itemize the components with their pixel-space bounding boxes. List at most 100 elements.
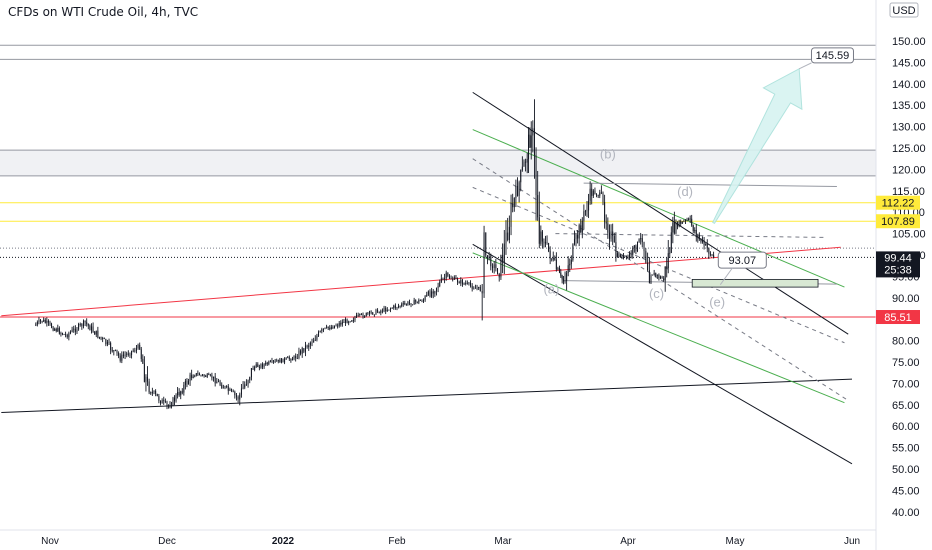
candle-body: [137, 344, 139, 349]
candle-body: [608, 232, 610, 239]
candle-body: [364, 316, 366, 318]
candle-body: [170, 405, 172, 407]
last-price-badge: [876, 251, 920, 278]
candle-body: [678, 221, 680, 227]
candle-body: [346, 319, 348, 324]
candle-body: [474, 287, 476, 289]
candle-body: [705, 244, 707, 246]
candle-body: [652, 274, 654, 276]
candle-body: [578, 225, 580, 239]
candle-body: [432, 291, 434, 294]
candle-body: [548, 242, 550, 251]
candle-body: [412, 304, 414, 306]
candle-body: [222, 387, 224, 389]
candle-body: [195, 373, 197, 376]
candle-body: [659, 276, 661, 279]
candle-body: [658, 274, 660, 279]
candle-body: [124, 354, 126, 356]
candle-body: [258, 366, 260, 368]
price-tick-label: 115.00: [892, 186, 925, 198]
candle-body: [150, 392, 152, 394]
candle-body: [573, 238, 575, 245]
time-tick-label: Apr: [620, 536, 636, 547]
candle-body: [597, 195, 599, 196]
candle-body: [533, 128, 535, 156]
candle-body: [84, 320, 86, 323]
price-series: [35, 99, 715, 410]
candle-body: [332, 326, 334, 329]
candle-body: [448, 275, 450, 279]
candle-body: [388, 309, 390, 311]
candle-body: [640, 238, 642, 240]
candle-body: [543, 241, 545, 244]
candle-body: [418, 300, 420, 303]
candle-body: [224, 386, 226, 388]
candle-body: [675, 222, 677, 234]
candle-body: [337, 325, 339, 327]
candle-body: [562, 279, 564, 282]
candle-body: [476, 287, 478, 289]
candle-body: [300, 350, 302, 354]
candle-body: [163, 400, 165, 401]
candle-body: [309, 342, 311, 346]
candle-body: [102, 338, 104, 339]
candle-body: [268, 361, 270, 365]
candle-body: [273, 360, 275, 362]
candle-body: [311, 342, 313, 344]
candle-body: [127, 353, 129, 355]
support-badge: [876, 310, 920, 325]
candle-body: [444, 278, 446, 279]
candle-body: [577, 234, 579, 239]
candle-body: [377, 309, 379, 312]
candle-body: [216, 381, 218, 384]
candle-body: [205, 376, 207, 377]
currency-box[interactable]: [889, 2, 919, 18]
candle-body: [365, 312, 367, 317]
candle-body: [677, 222, 679, 227]
candle-body: [538, 217, 540, 244]
price-tick-label: 50.00: [892, 464, 920, 476]
candle-body: [111, 349, 113, 352]
candle-body: [47, 320, 49, 323]
candle-body: [240, 388, 242, 395]
pullback-callout[interactable]: 93.07: [717, 251, 767, 285]
price-tick-label: 140.00: [892, 79, 926, 91]
candle-body: [629, 253, 631, 259]
candle-body: [329, 328, 331, 330]
candle-body: [148, 381, 150, 393]
candle-body: [63, 334, 65, 335]
candle-body: [635, 245, 637, 251]
candle-body: [564, 280, 566, 282]
level-badge-mid-text: 107.89: [881, 216, 915, 228]
candle-body: [313, 340, 315, 343]
target-callout[interactable]: 145.59: [798, 47, 854, 70]
candle-body: [465, 283, 467, 284]
candle-body: [245, 384, 247, 386]
candle-body: [301, 348, 303, 354]
candle-body: [560, 272, 562, 276]
candle-body: [235, 395, 237, 397]
candle-body: [470, 282, 472, 286]
candle-body: [90, 326, 92, 331]
candle-body: [110, 342, 112, 350]
symbol-title[interactable]: CFDs on WTI Crude Oil, 4h, TVC: [8, 5, 199, 19]
candle-body: [66, 334, 68, 338]
candle-body: [673, 222, 675, 234]
trend-line: [472, 252, 845, 404]
candle-body: [602, 192, 604, 203]
candle-body: [254, 366, 256, 370]
price-tick-label: 105.00: [892, 229, 926, 241]
candle-body: [360, 313, 362, 315]
candle-body: [265, 362, 267, 365]
candle-body: [106, 342, 108, 345]
candle-body: [669, 252, 671, 254]
candle-body: [537, 195, 539, 218]
candle-body: [619, 255, 621, 257]
time-tick-label: Feb: [388, 536, 406, 547]
candle-body: [338, 323, 340, 326]
candle-body: [180, 391, 182, 396]
candle-body: [318, 331, 320, 336]
time-tick-label: Nov: [41, 536, 59, 547]
candle-body: [81, 324, 83, 327]
